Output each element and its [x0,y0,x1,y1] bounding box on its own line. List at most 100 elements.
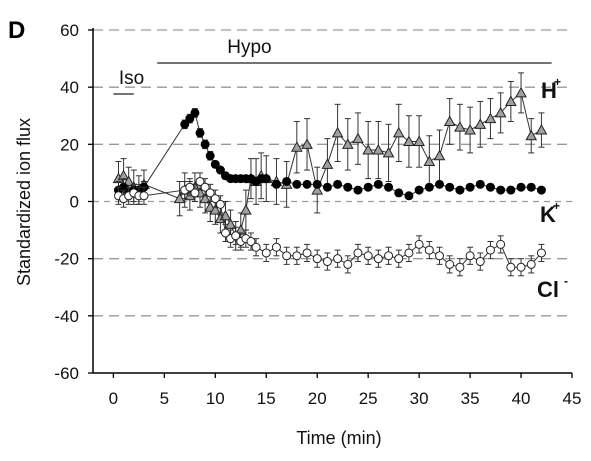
data-point [465,182,475,192]
y-tick-label: 0 [70,193,79,212]
data-point [331,126,344,138]
data-point [261,174,271,184]
data-point [404,248,414,258]
data-point [353,185,363,195]
data-point [343,259,353,269]
data-point [496,239,506,249]
data-point [414,239,424,249]
y-tick-label: 40 [60,78,79,97]
panel-letter: D [8,17,25,44]
data-point [465,251,475,261]
data-point [384,251,394,261]
data-point [515,86,527,98]
data-point [424,182,434,192]
x-tick-label: 25 [359,389,378,408]
x-tick-label: 15 [257,389,276,408]
data-point [413,135,425,146]
data-point [445,259,455,269]
data-point [363,251,373,261]
data-point [246,237,256,247]
data-point [394,254,404,264]
data-point [516,262,526,272]
data-point [199,192,211,204]
data-point [333,254,343,264]
x-tick-label: 20 [308,389,327,408]
y-tick-label: -20 [54,250,79,269]
data-point [180,119,190,129]
data-point [185,182,195,192]
data-point [394,188,404,198]
condition-label: Hypo [227,37,271,58]
x-tick-label: 0 [109,389,118,408]
data-point [505,95,517,106]
data-point [423,155,436,166]
data-point [210,159,220,169]
data-point [282,251,292,261]
data-point [464,124,476,135]
data-point [455,185,465,195]
data-point [292,251,302,261]
series-h [112,72,548,251]
data-point [506,185,516,195]
data-point [536,248,546,258]
x-tick-label: 30 [410,389,429,408]
data-point [312,254,322,264]
data-point [443,115,456,126]
data-point [404,191,414,201]
data-point [322,182,332,192]
data-point [261,248,271,258]
data-point [215,199,225,209]
data-point [195,176,205,186]
y-tick-labels: -60 -40 -20 0 20 40 60 [54,21,79,383]
y-tick-label: 60 [60,21,79,40]
data-point [240,204,252,215]
x-axis-title: Time (min) [296,428,381,448]
data-point [455,262,465,272]
data-point [485,245,495,255]
y-axis-title: Standardized ion flux [14,118,34,286]
x-tick-label: 5 [160,389,169,408]
ion-labels: H+K+Cl - [537,75,568,302]
data-point [352,132,364,144]
data-point [220,228,230,238]
x-tick-label: 45 [563,389,582,408]
ion-charge-k: + [553,199,560,213]
data-point [322,257,332,267]
data-point [210,194,220,204]
data-point [195,128,205,138]
data-point [363,182,373,192]
data-point [215,165,225,175]
data-point [535,124,548,135]
data-point [474,118,487,129]
data-point [435,251,445,261]
data-point [475,179,485,189]
data-series [112,72,548,277]
data-point [185,114,195,124]
data-point [302,179,312,189]
data-point [205,188,215,198]
data-point [343,182,353,192]
ion-charge-cl: - [564,274,568,288]
data-point [321,158,334,169]
x-tick-labels: 0 5 10 15 20 25 30 35 40 45 [109,389,582,408]
data-point [302,248,312,258]
axes [88,28,573,378]
data-point [525,129,538,141]
data-point [494,106,507,118]
data-point [414,185,424,195]
data-point [433,149,446,161]
data-point [312,179,322,189]
data-point [282,176,292,186]
ion-label-h: H [541,78,557,103]
y-tick-label: 20 [60,135,79,154]
data-point [373,179,383,189]
data-point [392,126,405,138]
data-point [231,231,241,241]
data-point [435,179,445,189]
data-point [205,151,215,161]
ion-label-cl: Cl [537,277,559,302]
data-point [311,184,324,195]
data-point [271,179,281,189]
data-point [373,254,383,264]
data-point [382,146,395,158]
